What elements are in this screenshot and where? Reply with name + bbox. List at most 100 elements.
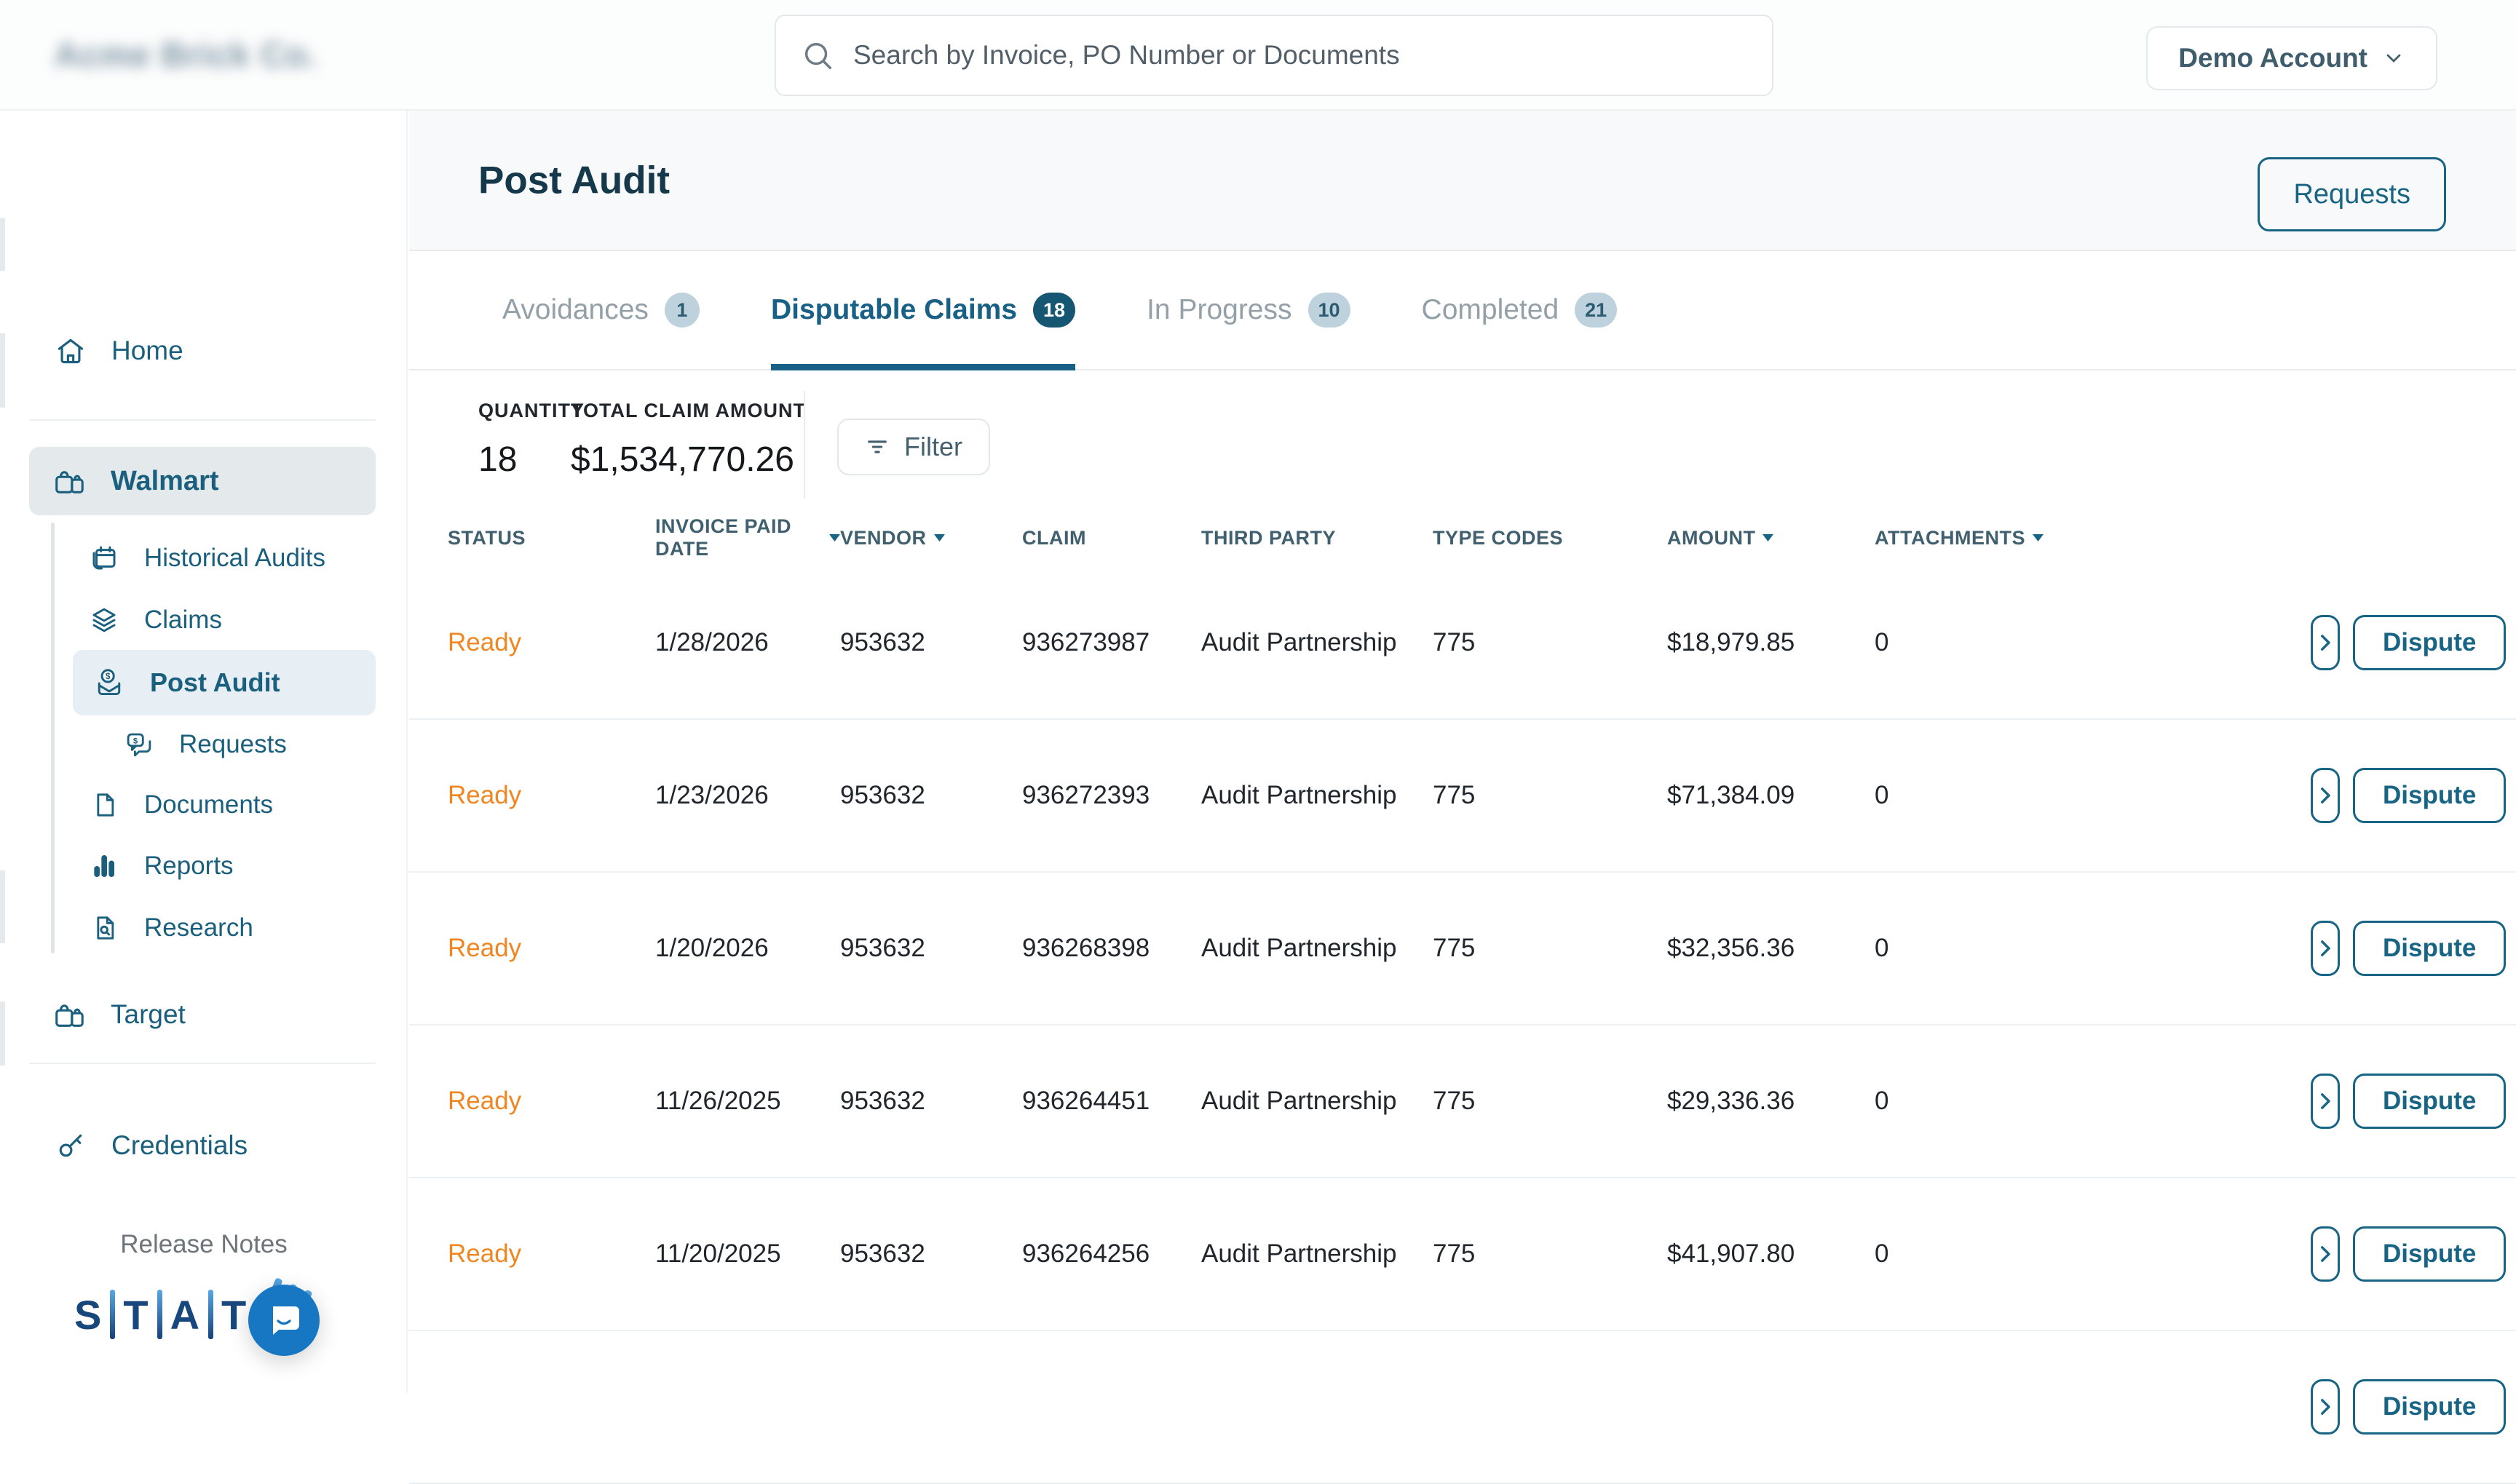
sort-caret-icon [829,534,840,541]
claim-cell: 936264451 [1022,1087,1150,1115]
sidebar-item-historical-audits[interactable]: Historical Audits [0,525,408,591]
tab-avoidances[interactable]: Avoidances 1 [502,251,700,369]
table-row: Ready 1/23/2026 953632 936272393 Audit P… [409,720,2516,873]
sidebar-item-reports[interactable]: Reports [0,833,408,899]
row-expand-button[interactable] [2311,768,2340,823]
tab-in-progress[interactable]: In Progress 10 [1147,251,1350,369]
stat-logo-letter: T [123,1291,149,1338]
tab-count-badge: 21 [1575,293,1618,328]
tab-count-badge: 18 [1033,293,1076,328]
status-cell: Ready [448,781,522,809]
third-party-cell: Audit Partnership [1201,781,1397,809]
sidebar-item-credentials[interactable]: Credentials [0,1112,408,1179]
row-expand-button[interactable] [2311,1074,2340,1129]
row-actions: Dispute [2311,615,2507,670]
svg-text:$: $ [133,737,138,745]
sidebar-item-research[interactable]: Research [0,895,408,961]
chevron-right-icon [2313,1242,2338,1266]
total-claim-label: TOTAL CLAIM AMOUNT [571,400,806,421]
chat-dollar-icon: $ [124,729,154,760]
table-row: Ready 1/28/2026 953632 936273987 Audit P… [409,567,2516,720]
row-expand-button[interactable] [2311,1226,2340,1282]
type-codes-cell: 775 [1433,1239,1476,1268]
sidebar-item-post-audit[interactable]: $ Post Audit [0,650,408,715]
attachments-cell: 0 [1875,781,1889,809]
attachments-cell: 0 [1875,628,1889,656]
main-content: Post Audit Requests Avoidances 1 Disputa… [409,111,2516,1484]
column-header-invoice-paid-date[interactable]: INVOICE PAID DATE [655,515,840,560]
sidebar-divider [29,1063,376,1064]
release-notes-link[interactable]: Release Notes [120,1230,288,1258]
company-logo: Acme Brick Co. [55,35,318,74]
search-input[interactable] [853,40,1747,71]
stat-logo-bar [208,1290,214,1339]
filter-button[interactable]: Filter [837,418,990,475]
table-body: Ready 1/28/2026 953632 936273987 Audit P… [409,567,2516,1484]
chevron-right-icon [2313,783,2338,808]
row-actions: Dispute [2311,1074,2507,1129]
home-icon [55,335,87,367]
sidebar-item-target[interactable]: Target [0,981,408,1048]
third-party-cell: Audit Partnership [1201,1087,1397,1115]
sidebar-item-label: Research [144,913,253,942]
type-codes-cell: 775 [1433,781,1476,809]
tab-count-badge: 10 [1308,293,1350,328]
requests-button[interactable]: Requests [2258,157,2446,231]
row-actions: Dispute [2311,768,2507,823]
amount-cell: $71,384.09 [1667,781,1795,809]
third-party-cell: Audit Partnership [1201,934,1397,962]
row-expand-button[interactable] [2311,1379,2340,1435]
tab-disputable-claims[interactable]: Disputable Claims 18 [770,251,1076,370]
invoice-paid-date-cell: 11/26/2025 [655,1087,781,1115]
chevron-right-icon [2313,630,2338,655]
sidebar-divider [29,419,376,421]
table-row: Dispute [409,1331,2516,1484]
type-codes-cell: 775 [1433,934,1476,962]
sidebar-item-label: Post Audit [150,667,280,697]
shopping-bags-icon [52,464,86,498]
third-party-cell: Audit Partnership [1201,1239,1397,1268]
column-header-vendor[interactable]: VENDOR [840,527,1022,549]
summary-bar: QUANTITY 18 TOTAL CLAIM AMOUNT $1,534,77… [409,370,2516,509]
type-codes-cell: 775 [1433,1087,1476,1115]
sidebar-item-requests[interactable]: $ Requests [0,712,408,777]
tabs-bar: Avoidances 1 Disputable Claims 18 In Pro… [409,251,2516,370]
dispute-button[interactable]: Dispute [2353,1379,2507,1435]
page-header: Post Audit Requests [409,111,2516,251]
row-expand-button[interactable] [2311,921,2340,976]
table-row: Ready 11/26/2025 953632 936264451 Audit … [409,1025,2516,1178]
sidebar-item-home[interactable]: Home [0,317,408,384]
dispute-button[interactable]: Dispute [2353,768,2507,823]
sidebar-item-claims[interactable]: Claims [0,587,408,653]
amount-cell: $29,336.36 [1667,1087,1795,1115]
sidebar-item-documents[interactable]: Documents [0,772,408,838]
sidebar-active-group-highlight [29,447,376,515]
vendor-cell: 953632 [840,934,925,962]
dispute-button[interactable]: Dispute [2353,921,2507,976]
filter-icon [865,435,890,459]
chat-widget-button[interactable] [248,1285,320,1356]
sidebar-item-walmart[interactable]: Walmart [0,447,408,515]
edge-mark [0,870,5,943]
column-header-amount[interactable]: AMOUNT [1667,527,1875,549]
dispute-button[interactable]: Dispute [2353,1074,2507,1129]
key-icon [55,1130,87,1162]
status-cell: Ready [448,934,522,962]
tab-completed[interactable]: Completed 21 [1422,251,1618,369]
column-header-attachments[interactable]: ATTACHMENTS [1875,527,2311,549]
row-actions: Dispute [2311,921,2507,976]
row-expand-button[interactable] [2311,615,2340,670]
summary-divider [804,391,805,499]
quantity-stat: QUANTITY 18 [478,400,585,480]
vendor-cell: 953632 [840,628,925,656]
dispute-button[interactable]: Dispute [2353,615,2507,670]
stat-logo-letter: T [221,1291,248,1338]
bar-chart-icon [90,852,119,881]
tab-count-badge: 1 [664,293,700,328]
total-claim-stat: TOTAL CLAIM AMOUNT $1,534,770.26 [571,400,806,480]
global-search[interactable] [775,15,1773,96]
dispute-button[interactable]: Dispute [2353,1226,2507,1282]
column-header-claim: CLAIM [1022,526,1086,549]
invoice-paid-date-cell: 1/28/2026 [655,628,769,656]
account-menu-button[interactable]: Demo Account [2146,26,2437,90]
